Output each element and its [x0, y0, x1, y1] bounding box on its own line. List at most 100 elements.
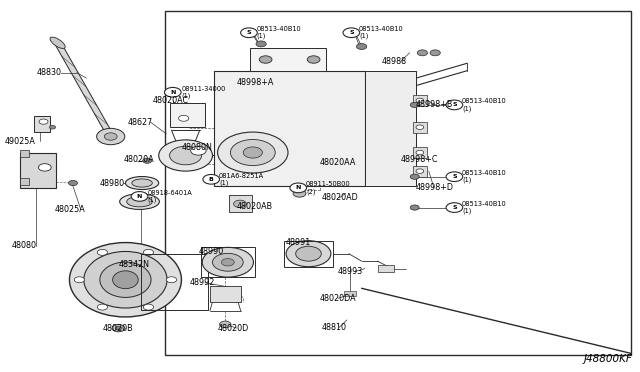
Text: 48020B: 48020B [102, 324, 133, 333]
Circle shape [179, 115, 189, 121]
Circle shape [68, 180, 77, 186]
Bar [229, 195, 252, 212]
Circle shape [230, 140, 275, 166]
Text: 08513-40B10
(1): 08513-40B10 (1) [257, 26, 301, 39]
Bar [214, 71, 365, 186]
Bar [250, 48, 326, 71]
Text: 48988: 48988 [381, 57, 406, 66]
Ellipse shape [127, 196, 152, 207]
Bar [378, 265, 394, 272]
Text: 48020A: 48020A [124, 155, 154, 164]
Text: 48020DA: 48020DA [320, 294, 356, 303]
Text: 081A6-8251A
(1): 081A6-8251A (1) [219, 173, 264, 186]
Circle shape [290, 183, 307, 193]
Text: S: S [246, 30, 252, 35]
Circle shape [256, 41, 266, 47]
Ellipse shape [100, 262, 151, 298]
Circle shape [296, 246, 321, 261]
Circle shape [446, 172, 463, 182]
Text: 48020AD: 48020AD [321, 193, 358, 202]
Circle shape [410, 174, 419, 179]
Ellipse shape [132, 179, 152, 187]
Circle shape [112, 324, 125, 332]
Circle shape [97, 249, 108, 255]
Circle shape [417, 50, 428, 56]
Circle shape [170, 146, 202, 165]
Text: 48020AC: 48020AC [152, 96, 188, 105]
Text: 48342N: 48342N [119, 260, 150, 269]
Circle shape [159, 140, 212, 171]
Text: 48990: 48990 [198, 247, 223, 256]
Ellipse shape [120, 194, 159, 209]
Bar [413, 147, 427, 158]
Circle shape [97, 304, 108, 310]
Text: 48998+B: 48998+B [416, 100, 453, 109]
Text: N: N [137, 194, 142, 199]
Circle shape [430, 50, 440, 56]
Bar [165, 11, 631, 355]
Circle shape [104, 133, 117, 140]
Ellipse shape [125, 177, 159, 189]
Circle shape [202, 247, 253, 277]
Text: 48830: 48830 [37, 68, 62, 77]
Text: 48998+C: 48998+C [401, 155, 438, 164]
Text: S: S [452, 205, 457, 210]
Circle shape [166, 277, 177, 283]
Text: 08918-6401A
(1): 08918-6401A (1) [147, 190, 192, 203]
Circle shape [131, 192, 148, 201]
Text: 08911-50B00
(2): 08911-50B00 (2) [306, 181, 351, 195]
Text: 08513-40B10
(1): 08513-40B10 (1) [462, 201, 507, 214]
Text: 48998+A: 48998+A [237, 78, 274, 87]
Bar [201, 247, 255, 277]
Ellipse shape [50, 37, 65, 48]
Bar [141, 254, 208, 310]
Polygon shape [51, 37, 118, 144]
Circle shape [243, 147, 262, 158]
Ellipse shape [84, 251, 167, 308]
Circle shape [74, 277, 84, 283]
Text: 48080N: 48080N [182, 143, 212, 152]
Bar [20, 153, 56, 188]
Circle shape [446, 203, 463, 212]
Text: 48020AB: 48020AB [237, 202, 273, 211]
Bar [20, 178, 29, 185]
Text: 08513-40B10
(1): 08513-40B10 (1) [462, 170, 507, 183]
Circle shape [343, 28, 360, 38]
Text: 49025A: 49025A [5, 137, 36, 146]
Text: 48993: 48993 [338, 267, 363, 276]
Text: 08513-40B10
(1): 08513-40B10 (1) [359, 26, 404, 39]
Text: 08911-34000
(1): 08911-34000 (1) [182, 86, 226, 99]
Circle shape [164, 87, 181, 97]
Circle shape [416, 150, 424, 155]
Bar [210, 286, 241, 302]
Circle shape [97, 128, 125, 145]
Circle shape [143, 249, 154, 255]
Text: 48627: 48627 [128, 118, 153, 126]
Ellipse shape [69, 243, 182, 317]
Bar [34, 116, 50, 132]
Circle shape [212, 253, 243, 271]
Text: 48992: 48992 [190, 278, 216, 287]
Circle shape [293, 190, 306, 197]
Bar [413, 166, 427, 177]
Text: 48998+D: 48998+D [416, 183, 454, 192]
Circle shape [356, 44, 367, 49]
Circle shape [307, 56, 320, 63]
Circle shape [410, 102, 419, 108]
Circle shape [220, 321, 231, 328]
Bar [344, 291, 356, 296]
Circle shape [49, 125, 56, 129]
Text: S: S [349, 30, 354, 35]
Circle shape [221, 259, 234, 266]
Text: J48800KF: J48800KF [584, 354, 632, 364]
Circle shape [241, 28, 257, 38]
Text: N: N [170, 90, 175, 95]
Bar [284, 241, 333, 267]
Text: 48991: 48991 [285, 238, 310, 247]
Text: N: N [296, 185, 301, 190]
Text: 48025A: 48025A [54, 205, 85, 214]
Text: S: S [452, 174, 457, 179]
Text: 08513-40B10
(1): 08513-40B10 (1) [462, 98, 507, 112]
Text: 48980: 48980 [99, 179, 124, 187]
Bar [20, 150, 29, 157]
